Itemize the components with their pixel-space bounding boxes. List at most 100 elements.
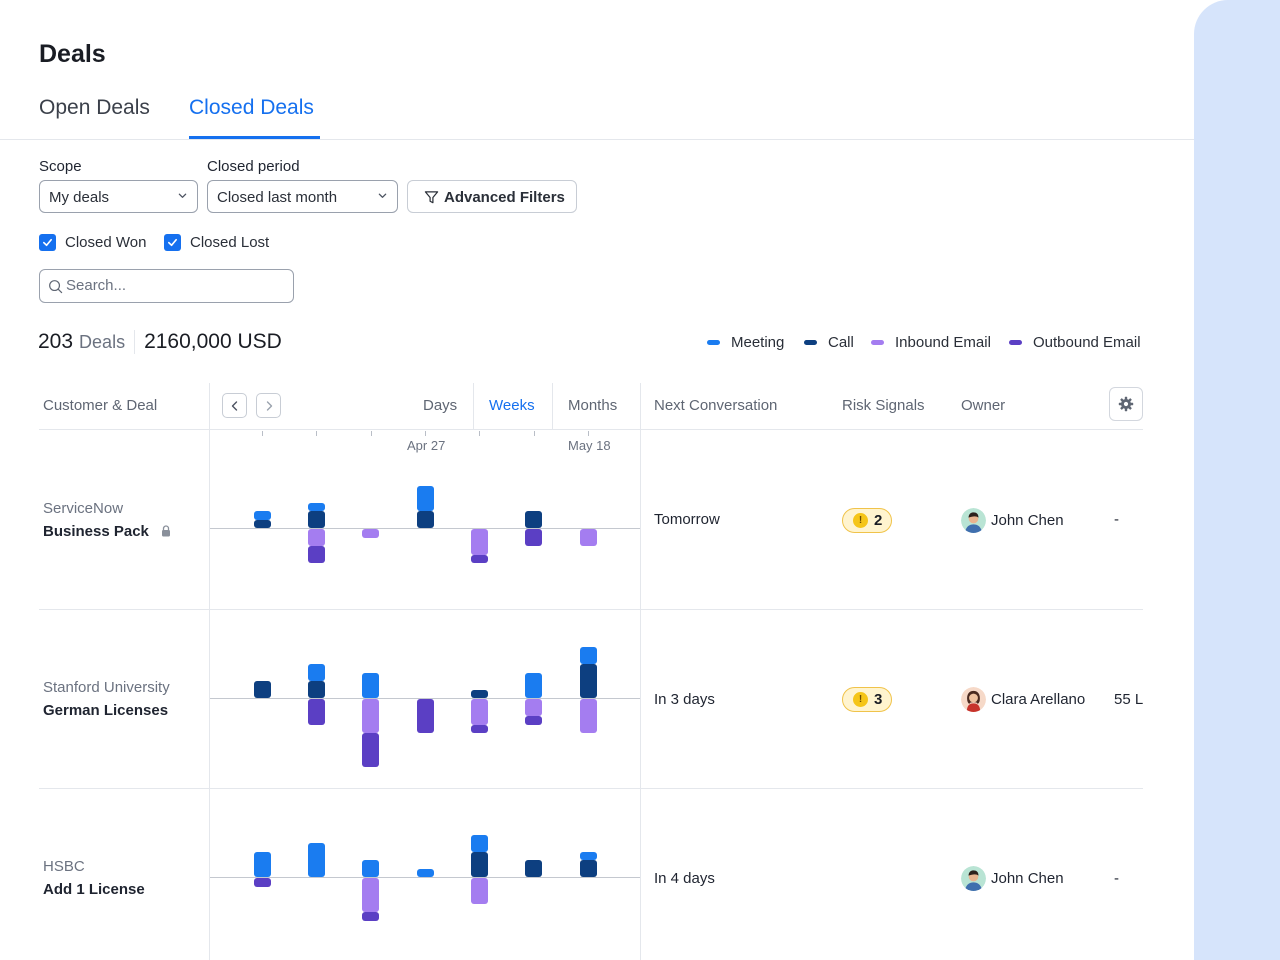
advanced-filters-label: Advanced Filters <box>444 189 565 206</box>
deal-count: 203 <box>38 330 74 353</box>
legend-outbound-email-label: Outbound Email <box>1033 333 1141 351</box>
legend-outbound-email-swatch <box>1009 339 1022 345</box>
bar-outbound <box>471 554 488 563</box>
legend-meeting: Meeting <box>707 332 784 352</box>
scope-select[interactable]: My deals <box>39 180 198 213</box>
chart-baseline <box>210 877 640 878</box>
row-1-activity-chart <box>210 431 640 609</box>
scale-days[interactable]: Days <box>423 397 458 414</box>
row-3-next-conversation: In 4 days <box>654 870 715 887</box>
row-2-deal[interactable]: German Licenses <box>43 702 168 719</box>
warning-icon: ! <box>853 692 868 707</box>
bar-call <box>254 681 271 698</box>
bar-outbound <box>417 699 434 733</box>
scope-label: Scope <box>39 158 82 175</box>
row-1-risk-badge[interactable]: ! 2 <box>842 508 892 533</box>
bar-inbound <box>580 529 597 546</box>
bar-outbound <box>308 546 325 563</box>
row-divider <box>39 788 1143 789</box>
deal-tabs: Open Deals Closed Deals <box>0 94 1194 140</box>
deals-page: Deals Open Deals Closed Deals Scope My d… <box>0 40 1194 960</box>
legend-inbound-email-swatch <box>871 339 884 345</box>
week-tick <box>262 431 263 436</box>
bar-call <box>525 860 542 877</box>
chart-baseline <box>210 698 640 699</box>
total-amount: 2160,000 USD <box>144 330 282 353</box>
row-1-owner[interactable]: John Chen <box>961 508 1064 533</box>
week-tick <box>425 431 426 436</box>
row-3-deal[interactable]: Add 1 License <box>43 881 145 898</box>
row-3-owner[interactable]: John Chen <box>961 866 1064 891</box>
row-2-next-conversation: In 3 days <box>654 691 715 708</box>
row-2-deal-name: German Licenses <box>43 702 169 719</box>
timeline-prev-button[interactable] <box>222 393 247 418</box>
week-tick <box>588 431 589 436</box>
header-owner[interactable]: Owner <box>961 397 1006 414</box>
bar-meeting <box>308 843 325 877</box>
bar-inbound <box>525 699 542 716</box>
bar-call <box>254 519 271 528</box>
column-divider <box>209 383 210 960</box>
table-settings-button[interactable] <box>1109 387 1143 421</box>
header-customer-deal[interactable]: Customer & Deal <box>43 397 158 414</box>
row-divider <box>39 609 1143 610</box>
row-3-activity-chart <box>210 789 640 960</box>
bar-inbound <box>471 878 488 904</box>
bar-outbound <box>525 716 542 725</box>
filter-icon <box>424 191 439 204</box>
scale-weeks[interactable]: Weeks <box>489 397 535 414</box>
chevron-left-icon <box>231 400 237 411</box>
legend-call-swatch <box>804 339 817 345</box>
bar-outbound <box>308 699 325 725</box>
avatar <box>961 508 986 533</box>
bar-inbound <box>362 699 379 733</box>
closed-period-select[interactable]: Closed last month <box>207 180 398 213</box>
bar-meeting <box>308 502 325 511</box>
bar-outbound <box>362 733 379 767</box>
bar-outbound <box>362 912 379 921</box>
legend-meeting-swatch <box>707 339 720 345</box>
bar-inbound <box>580 699 597 733</box>
bar-inbound <box>362 878 379 912</box>
chart-baseline <box>210 528 640 529</box>
closed-lost-checkbox[interactable]: Closed Lost <box>164 232 269 252</box>
bar-meeting <box>471 834 488 852</box>
bar-meeting <box>254 511 271 520</box>
scale-months[interactable]: Months <box>568 397 618 414</box>
deals-summary: 203 Deals 2160,000 USD <box>38 330 282 354</box>
row-1-deal[interactable]: Business Pack <box>43 523 171 540</box>
search-input[interactable] <box>66 277 286 294</box>
tab-closed-deals[interactable]: Closed Deals <box>189 96 314 119</box>
bar-call <box>580 860 597 877</box>
background-side-panel <box>1194 0 1280 960</box>
header-next-conversation[interactable]: Next Conversation <box>654 397 778 414</box>
chevron-down-icon <box>178 193 187 198</box>
header-risk-signals[interactable]: Risk Signals <box>842 397 925 414</box>
closed-won-checkbox[interactable]: Closed Won <box>39 232 146 252</box>
checkbox-checked-icon <box>164 233 181 251</box>
row-3-deal-name: Add 1 License <box>43 881 145 898</box>
tab-open-deals[interactable]: Open Deals <box>39 96 150 119</box>
advanced-filters-button[interactable]: Advanced Filters <box>407 180 577 213</box>
row-2-risk-count: 3 <box>874 691 883 708</box>
week-tick <box>316 431 317 436</box>
bar-call <box>525 511 542 528</box>
legend-call: Call <box>804 332 854 352</box>
bar-meeting <box>417 485 434 511</box>
row-1-next-conversation: Tomorrow <box>654 511 720 528</box>
bar-call <box>308 681 325 698</box>
bar-call <box>471 689 488 698</box>
bar-inbound <box>362 529 379 538</box>
bar-inbound <box>471 699 488 725</box>
row-2-owner[interactable]: Clara Arellano <box>961 687 1085 712</box>
legend-inbound-email-label: Inbound Email <box>895 333 991 351</box>
row-2-risk-badge[interactable]: ! 3 <box>842 687 892 712</box>
row-1-owner-name: John Chen <box>991 512 1064 529</box>
chevron-right-icon <box>266 400 272 411</box>
timeline-next-button[interactable] <box>256 393 281 418</box>
closed-period-label: Closed period <box>207 158 300 175</box>
chevron-down-icon <box>378 193 387 198</box>
gear-icon <box>1118 396 1134 412</box>
summary-divider <box>134 330 136 354</box>
column-divider <box>640 383 641 960</box>
